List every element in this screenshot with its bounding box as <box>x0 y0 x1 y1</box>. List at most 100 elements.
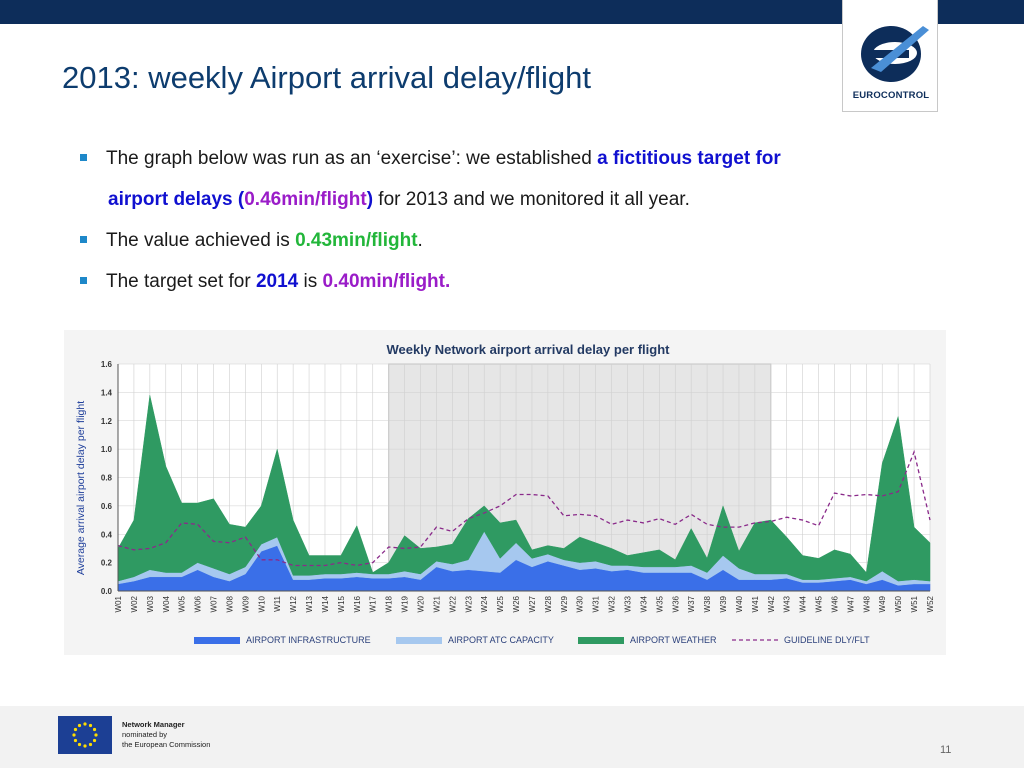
x-tick-label: W04 <box>162 595 171 612</box>
bullet-marker <box>80 154 87 161</box>
legend-swatch <box>578 637 624 644</box>
legend-label: AIRPORT ATC CAPACITY <box>448 635 554 645</box>
eu-star-icon <box>73 738 78 743</box>
network-manager-label: Network Manager nominated by the Europea… <box>122 720 210 750</box>
x-tick-label: W32 <box>608 595 617 612</box>
x-tick-label: W41 <box>751 595 760 612</box>
x-tick-label: W22 <box>448 595 457 612</box>
bullet-text-segment: The graph below was run as an ‘exercise’… <box>106 148 598 169</box>
x-tick-label: W19 <box>401 595 410 612</box>
eu-star-icon <box>83 744 87 748</box>
bullet-marker <box>80 277 87 284</box>
x-tick-label: W34 <box>639 595 648 612</box>
y-tick-label: 1.0 <box>101 445 113 454</box>
y-tick-label: 0.0 <box>101 587 113 596</box>
y-tick-label: 0.4 <box>101 530 113 539</box>
chart-container: Weekly Network airport arrival delay per… <box>64 330 946 655</box>
x-tick-label: W27 <box>528 595 537 612</box>
chart-title: Weekly Network airport arrival delay per… <box>387 342 671 357</box>
y-tick-label: 0.8 <box>101 474 113 483</box>
x-tick-label: W25 <box>496 595 505 612</box>
plot-area <box>117 363 931 592</box>
x-tick-label: W21 <box>432 595 441 612</box>
x-tick-label: W23 <box>464 595 473 612</box>
area-airport-weather <box>117 395 931 582</box>
y-tick-label: 1.2 <box>101 417 113 426</box>
x-tick-label: W01 <box>114 595 123 612</box>
org-line-1: Network Manager <box>122 720 185 729</box>
x-tick-label: W20 <box>417 595 426 612</box>
eu-star-icon <box>88 723 93 728</box>
eu-star-icon <box>88 742 93 747</box>
x-tick-label: W45 <box>815 595 824 612</box>
bullet-text-segment: is <box>298 271 323 292</box>
x-tick-label: W29 <box>560 595 569 612</box>
bullet-text-segment: 0.46min/flight <box>244 189 367 210</box>
legend-label: AIRPORT WEATHER <box>630 635 717 645</box>
eu-star-icon <box>94 733 98 737</box>
x-tick-label: W46 <box>830 595 839 612</box>
org-line-2: nominated by <box>122 730 168 739</box>
eu-star-icon <box>72 733 76 737</box>
y-tick-label: 0.2 <box>101 559 113 568</box>
bullet-text-segment: 0.43min/flight <box>295 230 418 251</box>
y-axis-label: Average arrival airport delay per flight <box>75 401 87 575</box>
x-tick-label: W07 <box>210 595 219 612</box>
x-tick-label: W33 <box>623 595 632 612</box>
x-tick-label: W24 <box>480 595 489 612</box>
eu-star-icon <box>73 727 78 732</box>
x-tick-label: W03 <box>146 595 155 612</box>
bullet-text-segment: The target set for <box>106 271 256 292</box>
x-tick-label: W47 <box>846 595 855 612</box>
x-tick-label: W11 <box>273 595 282 611</box>
bullet-text-segment: for 2013 and we monitored it all year. <box>373 189 690 210</box>
x-tick-label: W52 <box>926 595 935 612</box>
x-tick-label: W15 <box>337 595 346 612</box>
eu-star-icon <box>92 738 97 743</box>
x-tick-label: W05 <box>178 595 187 612</box>
slide-title: 2013: weekly Airport arrival delay/fligh… <box>62 60 591 95</box>
x-tick-label: W36 <box>671 595 680 612</box>
x-tick-label: W39 <box>719 595 728 612</box>
eurocontrol-logo-icon <box>861 26 929 82</box>
bullet-text-segment: a fictitious target for <box>597 148 781 169</box>
bullet-text-segment: 2014 <box>255 271 299 292</box>
y-tick-label: 1.4 <box>101 388 113 397</box>
x-tick-label: W44 <box>799 595 808 612</box>
x-tick-label: W26 <box>512 595 521 612</box>
eu-star-icon <box>77 742 82 747</box>
x-tick-label: W14 <box>321 595 330 612</box>
eu-star-icon <box>83 722 87 726</box>
bullet-text-segment: ) <box>366 189 374 210</box>
bullet-text-segment: The value achieved is <box>106 230 296 251</box>
x-tick-label: W42 <box>767 595 776 612</box>
x-tick-label: W51 <box>910 595 919 612</box>
delay-chart: Weekly Network airport arrival delay per… <box>75 342 935 645</box>
bullet-text-segment: . <box>417 230 423 251</box>
x-tick-label: W48 <box>862 595 871 612</box>
y-tick-label: 1.6 <box>101 360 113 369</box>
x-tick-label: W49 <box>878 595 887 612</box>
bullet-marker <box>80 236 87 243</box>
bullet-text-segment: 0.40min/flight. <box>322 271 451 292</box>
x-tick-label: W08 <box>225 595 234 612</box>
x-tick-label: W38 <box>703 595 712 612</box>
eu-flag-icon <box>58 716 112 754</box>
x-tick-label: W18 <box>385 595 394 612</box>
x-tick-label: W12 <box>289 595 298 612</box>
x-tick-label: W30 <box>576 595 585 612</box>
x-tick-label: W35 <box>655 595 664 612</box>
x-tick-label: W40 <box>735 595 744 612</box>
x-tick-label: W28 <box>544 595 553 612</box>
logo-text: EUROCONTROL <box>852 90 930 101</box>
eu-star-icon <box>77 723 82 728</box>
x-tick-label: W13 <box>305 595 314 612</box>
page-number: 11 <box>940 744 952 756</box>
legend-label: AIRPORT INFRASTRUCTURE <box>246 635 371 645</box>
x-tick-label: W17 <box>369 595 378 612</box>
x-tick-label: W16 <box>353 595 362 612</box>
org-line-3: the European Commission <box>122 740 211 749</box>
x-tick-label: W02 <box>130 595 139 612</box>
eu-stars <box>72 722 98 748</box>
guideline-line <box>117 449 931 567</box>
